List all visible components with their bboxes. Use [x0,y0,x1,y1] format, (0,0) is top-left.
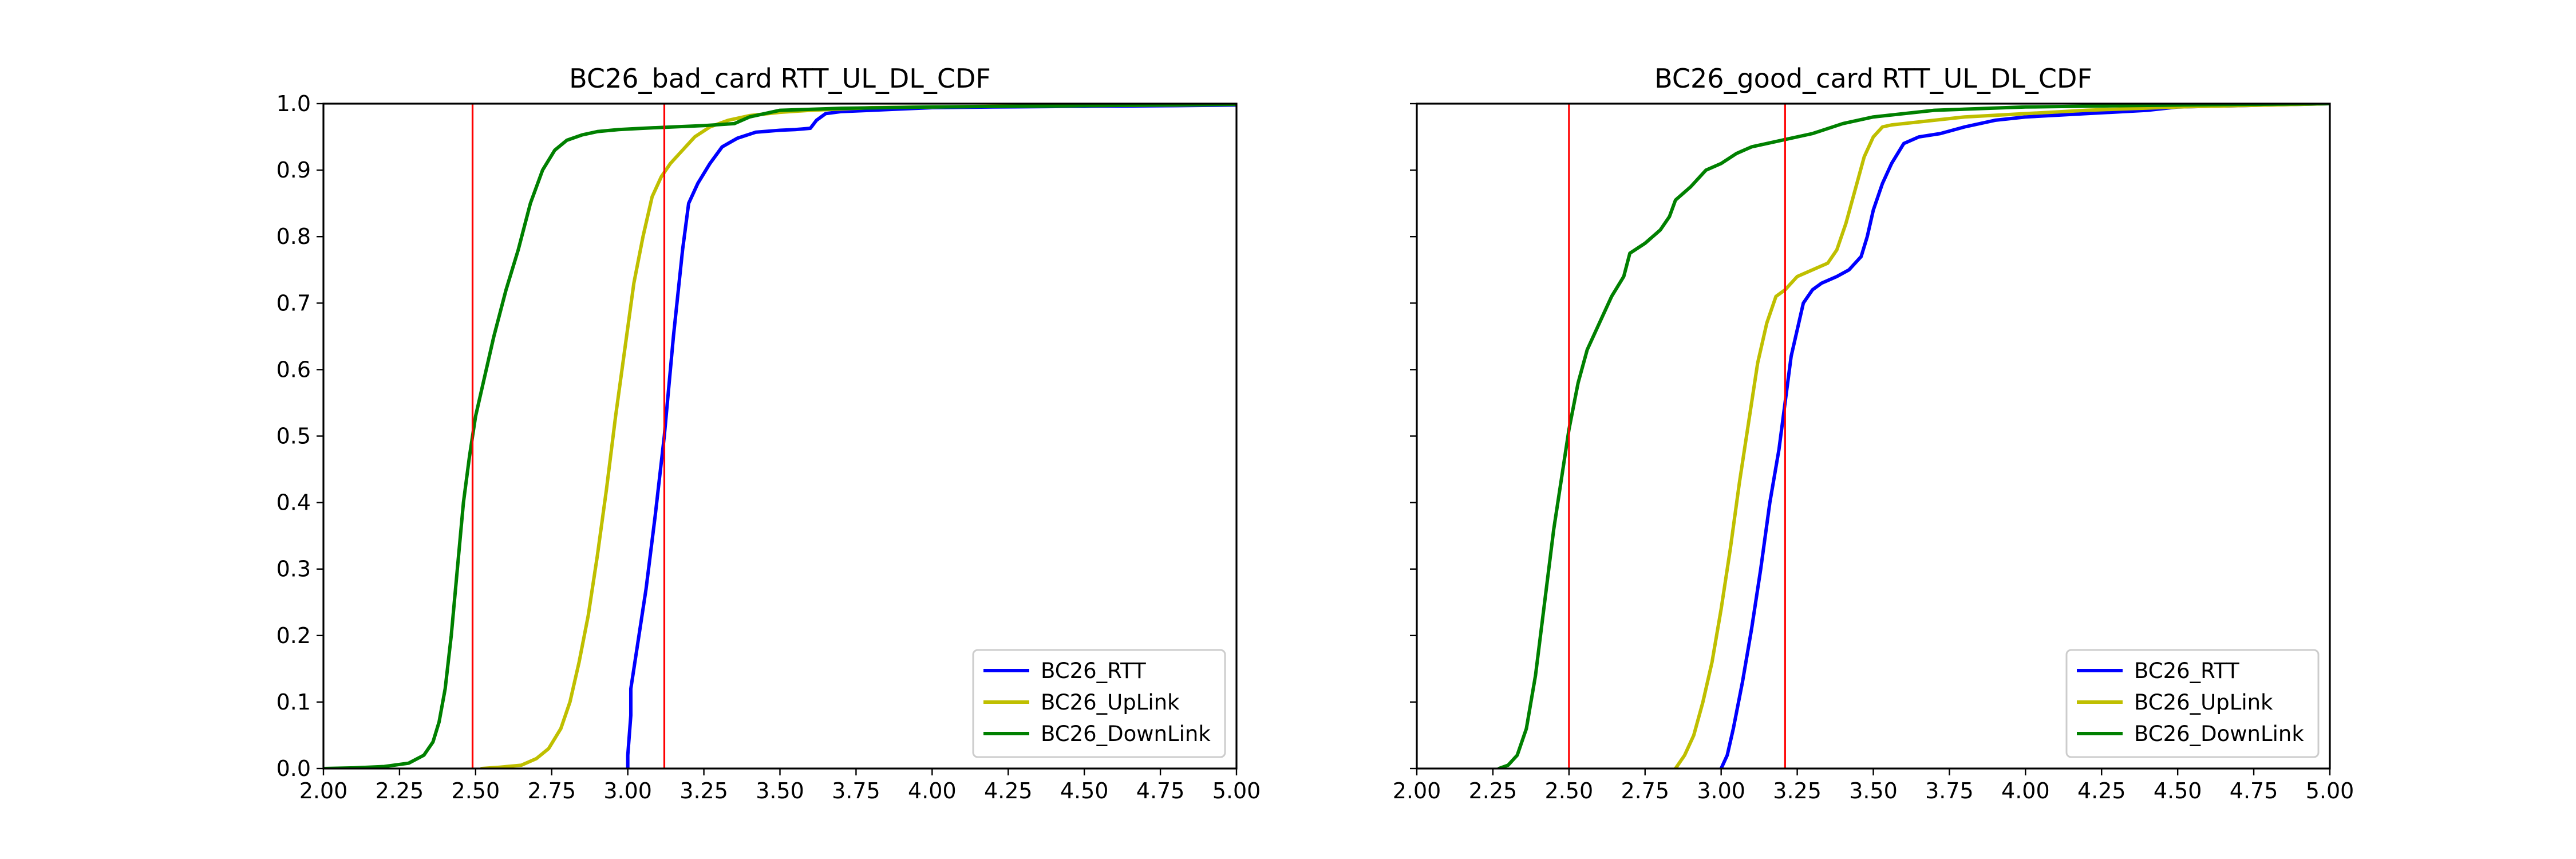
x-tick-label: 2.00 [1393,778,1441,803]
x-tick-label: 2.75 [1621,778,1669,803]
x-tick-label: 2.50 [452,778,500,803]
y-tick-label: 0.4 [276,490,311,515]
x-tick-label: 4.75 [1136,778,1185,803]
plot-area: 2.00 2.25 2.50 2.75 3.00 3.25 3.50 3.75 4.00 4.25… [276,91,1261,803]
x-tick-label: 3.00 [603,778,652,803]
x-tick-label: 3.25 [1773,778,1822,803]
y-tick-label: 0.1 [276,689,311,715]
series-line-bc26-rtt [1719,104,2330,769]
x-tick-label: 2.50 [1545,778,1594,803]
y-tick-label: 0.8 [276,224,311,249]
y-tick-label: 0.9 [276,157,311,183]
x-tick-label: 4.00 [908,778,957,803]
x-tick-label: 3.00 [1697,778,1745,803]
x-tick-label: 2.00 [299,778,348,803]
legend: BC26_RTT BC26_UpLink BC26_DownLink [2065,649,2320,758]
chart-title: BC26_good_card RTT_UL_DL_CDF [1654,63,2092,94]
legend: BC26_RTT BC26_UpLink BC26_DownLink [972,649,1226,758]
y-tick-label: 1.0 [276,91,311,116]
y-tick-label: 0.5 [276,424,311,449]
x-tick-label: 4.00 [2001,778,2050,803]
x-tick-label: 5.00 [2306,778,2354,803]
legend-label: BC26_UpLink [1041,690,1180,715]
x-tick-label: 3.50 [1849,778,1898,803]
x-tick-label: 2.25 [376,778,424,803]
y-tick-label: 0.6 [276,357,311,382]
y-tick-label: 0.0 [276,756,311,781]
legend-label: BC26_DownLink [2134,722,2304,746]
x-tick-label: 3.25 [679,778,728,803]
x-tick-label: 3.75 [832,778,880,803]
series-line-bc26-downlink [323,104,1236,769]
good-card-cdf-chart: BC26_good_card RTT_UL_DL_CDF 2.00 2.25 2.5… [1393,63,2354,803]
x-tick-label: 3.50 [756,778,804,803]
series-line-bc26-downlink [1497,104,2330,769]
x-tick-label: 3.75 [1925,778,1974,803]
x-tick-label: 2.75 [527,778,576,803]
x-tick-label: 4.25 [2077,778,2126,803]
y-tick-label: 0.2 [276,623,311,648]
x-tick-label: 4.25 [984,778,1033,803]
y-tick-label: 0.3 [276,557,311,582]
legend-label: BC26_UpLink [2134,690,2273,715]
x-tick-label: 4.50 [1060,778,1109,803]
legend-box [972,649,1226,758]
plot-area: 2.00 2.25 2.50 2.75 3.00 3.25 3.50 3.75 4.00 4.25… [1393,103,2354,803]
y-tick-label: 0.7 [276,290,311,316]
x-tick-label: 2.25 [1469,778,1518,803]
legend-label: BC26_RTT [2134,659,2239,683]
bad-card-cdf-chart: BC26_bad_card RTT_UL_DL_CDF 2.00 2.25 2.50… [276,63,1261,803]
legend-label: BC26_RTT [1041,659,1146,683]
x-tick-label: 4.50 [2154,778,2202,803]
x-tick-label: 5.00 [1212,778,1261,803]
x-tick-label: 4.75 [2230,778,2278,803]
series-line-bc26-uplink [1673,104,2330,769]
chart-title: BC26_bad_card RTT_UL_DL_CDF [569,63,991,94]
legend-label: BC26_DownLink [1041,722,1211,746]
legend-box [2065,649,2320,758]
